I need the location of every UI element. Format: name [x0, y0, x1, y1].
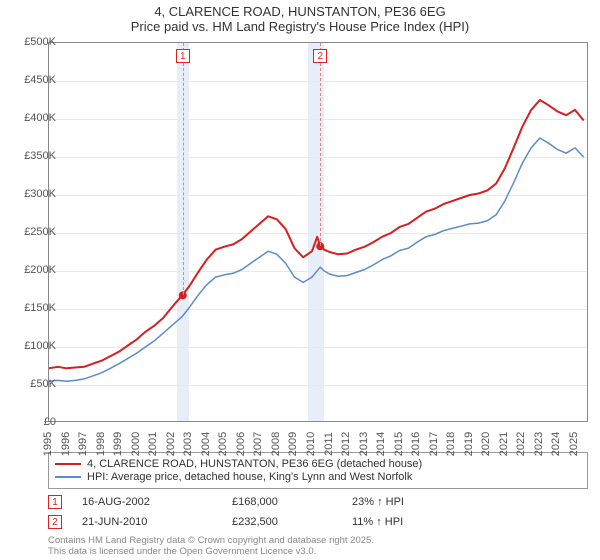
x-tick-label: 2013	[358, 432, 370, 456]
title-subtitle: Price paid vs. HM Land Registry's House …	[0, 19, 600, 34]
y-tick-label: £300K	[12, 188, 56, 200]
sale-row-marker: 1	[48, 495, 62, 509]
x-tick-label: 2016	[410, 432, 422, 456]
y-tick-label: £500K	[12, 36, 56, 48]
footer-attribution: Contains HM Land Registry data © Crown c…	[48, 536, 374, 558]
y-tick-label: £350K	[12, 150, 56, 162]
sale-date: 21-JUN-2010	[82, 516, 232, 528]
legend-item: HPI: Average price, detached house, King…	[55, 471, 581, 483]
x-tick-label: 2004	[200, 432, 212, 456]
sale-price: £168,000	[232, 496, 352, 508]
legend-label: HPI: Average price, detached house, King…	[87, 471, 412, 483]
x-tick-label: 2018	[445, 432, 457, 456]
legend-item: 4, CLARENCE ROAD, HUNSTANTON, PE36 6EG (…	[55, 458, 581, 470]
x-tick-label: 1998	[95, 432, 107, 456]
x-tick-label: 1997	[77, 432, 89, 456]
y-tick-label: £200K	[12, 264, 56, 276]
x-tick-label: 2014	[375, 432, 387, 456]
x-tick-label: 2015	[393, 432, 405, 456]
x-tick-label: 2002	[165, 432, 177, 456]
y-tick-label: £400K	[12, 112, 56, 124]
sale-marker-line	[320, 43, 321, 246]
x-tick-label: 2009	[287, 432, 299, 456]
x-tick-label: 2023	[533, 432, 545, 456]
title-block: 4, CLARENCE ROAD, HUNSTANTON, PE36 6EG P…	[0, 0, 600, 34]
y-tick-label: £250K	[12, 226, 56, 238]
y-tick-label: £50K	[12, 378, 56, 390]
sale-price: £232,500	[232, 516, 352, 528]
x-tick-label: 2021	[498, 432, 510, 456]
footer-line2: This data is licensed under the Open Gov…	[48, 547, 374, 558]
x-tick-label: 2007	[252, 432, 264, 456]
x-tick-label: 2008	[270, 432, 282, 456]
sale-marker-box: 2	[313, 49, 327, 63]
x-tick-label: 2010	[305, 432, 317, 456]
x-tick-label: 2017	[428, 432, 440, 456]
x-tick-label: 1999	[112, 432, 124, 456]
x-tick-label: 2022	[515, 432, 527, 456]
x-tick-label: 1996	[60, 432, 72, 456]
legend-label: 4, CLARENCE ROAD, HUNSTANTON, PE36 6EG (…	[87, 458, 422, 470]
sale-row: 2 21-JUN-2010£232,50011% ↑ HPI	[48, 512, 588, 532]
sale-row-marker: 2	[48, 515, 62, 529]
legend-swatch	[55, 476, 81, 478]
legend: 4, CLARENCE ROAD, HUNSTANTON, PE36 6EG (…	[48, 452, 588, 489]
sale-diff: 23% ↑ HPI	[352, 496, 472, 508]
x-tick-label: 2001	[147, 432, 159, 456]
sale-row: 1 16-AUG-2002£168,00023% ↑ HPI	[48, 492, 588, 512]
chart-container: 4, CLARENCE ROAD, HUNSTANTON, PE36 6EG P…	[0, 0, 600, 560]
y-tick-label: £0	[12, 416, 56, 428]
x-tick-label: 2011	[323, 432, 335, 456]
x-tick-label: 1995	[42, 432, 54, 456]
title-address: 4, CLARENCE ROAD, HUNSTANTON, PE36 6EG	[0, 4, 600, 19]
sale-date: 16-AUG-2002	[82, 496, 232, 508]
sale-diff: 11% ↑ HPI	[352, 516, 472, 528]
sale-marker-line	[183, 43, 184, 295]
chart-svg	[49, 43, 589, 423]
x-tick-label: 2006	[235, 432, 247, 456]
x-tick-label: 2020	[480, 432, 492, 456]
y-tick-label: £100K	[12, 340, 56, 352]
chart-area: 12	[48, 42, 588, 422]
x-tick-label: 2000	[130, 432, 142, 456]
series-price_paid	[49, 100, 584, 368]
x-tick-label: 2012	[340, 432, 352, 456]
x-tick-label: 2024	[550, 432, 562, 456]
legend-swatch	[55, 463, 81, 465]
x-tick-label: 2019	[463, 432, 475, 456]
x-tick-label: 2003	[182, 432, 194, 456]
y-tick-label: £150K	[12, 302, 56, 314]
sales-table: 1 16-AUG-2002£168,00023% ↑ HPI 2 21-JUN-201…	[48, 492, 588, 532]
x-tick-label: 2025	[568, 432, 580, 456]
y-tick-label: £450K	[12, 74, 56, 86]
x-tick-label: 2005	[217, 432, 229, 456]
sale-marker-box: 1	[176, 49, 190, 63]
